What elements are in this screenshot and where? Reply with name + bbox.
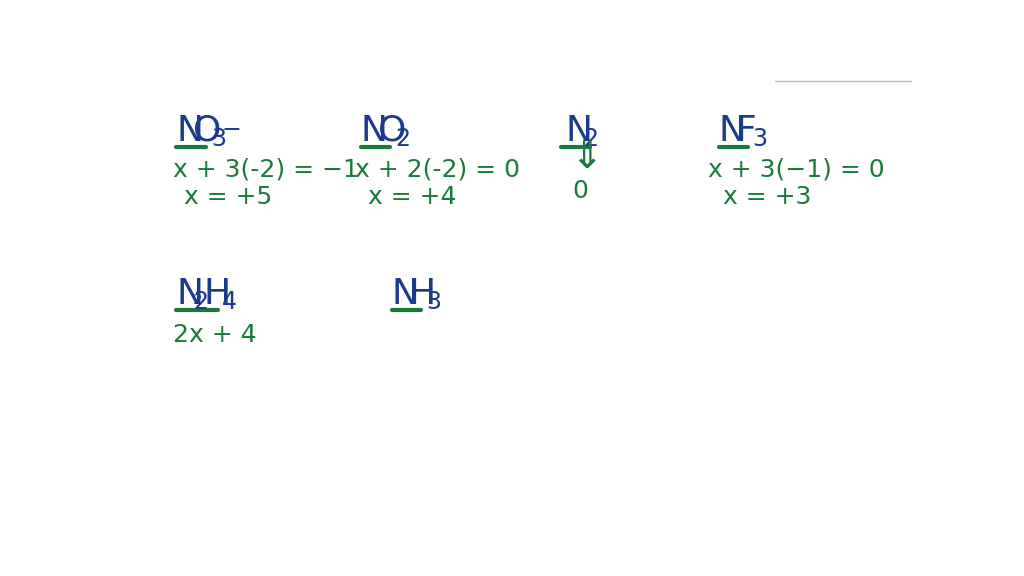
Text: 3: 3 [426,290,441,314]
Text: H: H [409,277,435,311]
Text: 3: 3 [753,127,768,151]
Text: ₂: ₂ [194,285,203,309]
Text: O: O [194,113,221,147]
Text: 2x + 4: 2x + 4 [173,324,257,347]
Text: 2: 2 [395,127,411,151]
Text: N: N [176,113,203,147]
Text: N: N [719,113,745,147]
Text: x + 3(-2) = −1: x + 3(-2) = −1 [173,158,358,182]
Text: N: N [360,113,387,147]
Text: H: H [204,277,231,311]
Text: 2: 2 [583,127,598,151]
Text: x + 3(−1) = 0: x + 3(−1) = 0 [708,158,885,182]
Text: F: F [735,113,757,147]
Text: ⇓: ⇓ [569,138,602,176]
Text: N: N [391,277,419,311]
Text: −: − [221,118,241,142]
Text: 2: 2 [194,290,208,314]
Text: O: O [378,113,406,147]
Text: 3: 3 [211,127,226,151]
Text: 4: 4 [222,290,237,314]
Text: x + 2(-2) = 0: x + 2(-2) = 0 [355,158,520,182]
Text: x = +5: x = +5 [183,185,272,209]
Text: 0: 0 [572,180,588,203]
Text: N: N [566,113,593,147]
Text: x = +4: x = +4 [369,185,457,209]
Text: N: N [176,277,203,311]
Text: x = +3: x = +3 [723,185,812,209]
